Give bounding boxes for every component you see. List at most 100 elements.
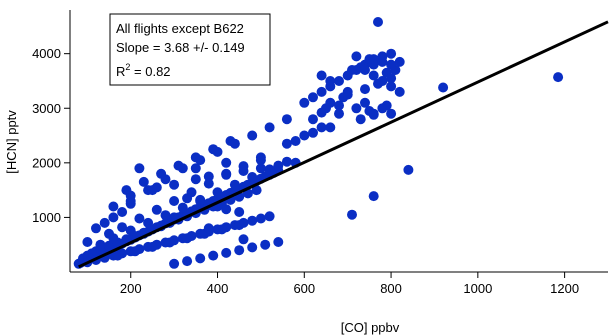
data-point (143, 217, 154, 228)
data-point (108, 201, 119, 212)
data-point (553, 72, 564, 83)
data-point (151, 204, 162, 215)
data-point (203, 178, 214, 189)
data-point (299, 130, 310, 141)
data-point (195, 196, 206, 206)
x-axis-label: [CO] ppbv (341, 320, 400, 335)
data-point (221, 168, 232, 179)
data-point (386, 108, 397, 119)
data-point (281, 138, 292, 149)
data-point (221, 204, 232, 215)
data-point (360, 65, 370, 75)
data-point (195, 253, 206, 264)
data-point (281, 114, 292, 125)
data-point (117, 207, 128, 217)
axis-ticks: 200 400 600 800 1000 1200 1000 2000 3000 4000 (32, 46, 579, 296)
data-point (308, 92, 318, 103)
data-point (368, 70, 379, 81)
r-squared-prefix: R (116, 64, 125, 79)
data-point (342, 89, 353, 100)
data-point (325, 97, 336, 108)
data-point (316, 122, 327, 133)
data-point (247, 215, 258, 226)
data-point (260, 239, 271, 250)
data-point (130, 246, 141, 257)
data-point (238, 166, 249, 176)
data-point (169, 179, 180, 190)
data-point (308, 114, 318, 125)
data-point (334, 108, 344, 119)
x-tick-label: 600 (293, 281, 315, 296)
data-point (169, 196, 180, 206)
data-point (264, 122, 275, 133)
data-point (251, 185, 262, 196)
data-point (234, 220, 245, 231)
data-point (221, 157, 232, 168)
data-point (238, 234, 249, 245)
data-point (325, 122, 336, 133)
r-squared-value: = 0.82 (130, 64, 170, 79)
data-point (355, 114, 366, 125)
data-point (160, 210, 171, 221)
y-tick-label: 1000 (32, 210, 61, 225)
data-point (334, 100, 344, 111)
data-point (334, 76, 344, 86)
annotation-line-2: Slope = 3.68 +/- 0.149 (116, 40, 245, 55)
data-point (160, 174, 171, 185)
data-point (255, 155, 266, 166)
data-point (351, 103, 362, 114)
data-point (212, 146, 223, 157)
data-point (229, 138, 240, 149)
data-point (108, 212, 119, 223)
data-point (229, 179, 240, 190)
data-point (95, 239, 106, 250)
annotation-frame (109, 13, 271, 86)
data-point (177, 202, 188, 213)
data-point (234, 207, 245, 217)
data-point (91, 223, 101, 234)
data-point (368, 191, 379, 202)
x-tick-label: 400 (207, 281, 229, 296)
data-point (368, 109, 379, 120)
data-point (195, 155, 206, 166)
data-point (394, 56, 405, 67)
data-point (386, 73, 397, 84)
x-tick-label: 200 (120, 281, 142, 296)
data-point (247, 172, 258, 182)
data-point (216, 224, 227, 235)
data-point (164, 237, 175, 248)
y-tick-label: 3000 (32, 101, 61, 116)
stats-annotation-box: All flights except B622 Slope = 3.68 +/-… (109, 13, 271, 86)
y-tick-label: 2000 (32, 155, 61, 170)
data-point (386, 48, 397, 59)
y-axis-label: [HCN] pptv (4, 110, 19, 174)
data-point (147, 241, 158, 252)
data-point (386, 59, 397, 70)
data-point (203, 171, 214, 182)
data-point (247, 242, 258, 253)
data-point (255, 163, 266, 174)
data-point (360, 97, 370, 108)
data-point (190, 174, 201, 185)
data-point (82, 237, 93, 247)
data-point (125, 198, 136, 209)
data-point (125, 225, 136, 236)
annotation-r-squared: R2 = 0.82 (116, 62, 171, 79)
data-point (273, 237, 284, 247)
data-point (377, 56, 388, 67)
data-point (121, 234, 132, 245)
data-point (138, 176, 149, 187)
data-point (234, 245, 245, 256)
data-point (316, 86, 327, 97)
data-point (212, 187, 223, 198)
regression-fit-line (78, 20, 609, 269)
data-point (112, 250, 123, 261)
data-point (299, 97, 310, 108)
data-point (255, 213, 266, 224)
data-point (247, 130, 258, 141)
x-tick-label: 1000 (463, 281, 492, 296)
data-point (281, 156, 292, 167)
data-point (182, 233, 193, 244)
x-tick-label: 800 (380, 281, 402, 296)
